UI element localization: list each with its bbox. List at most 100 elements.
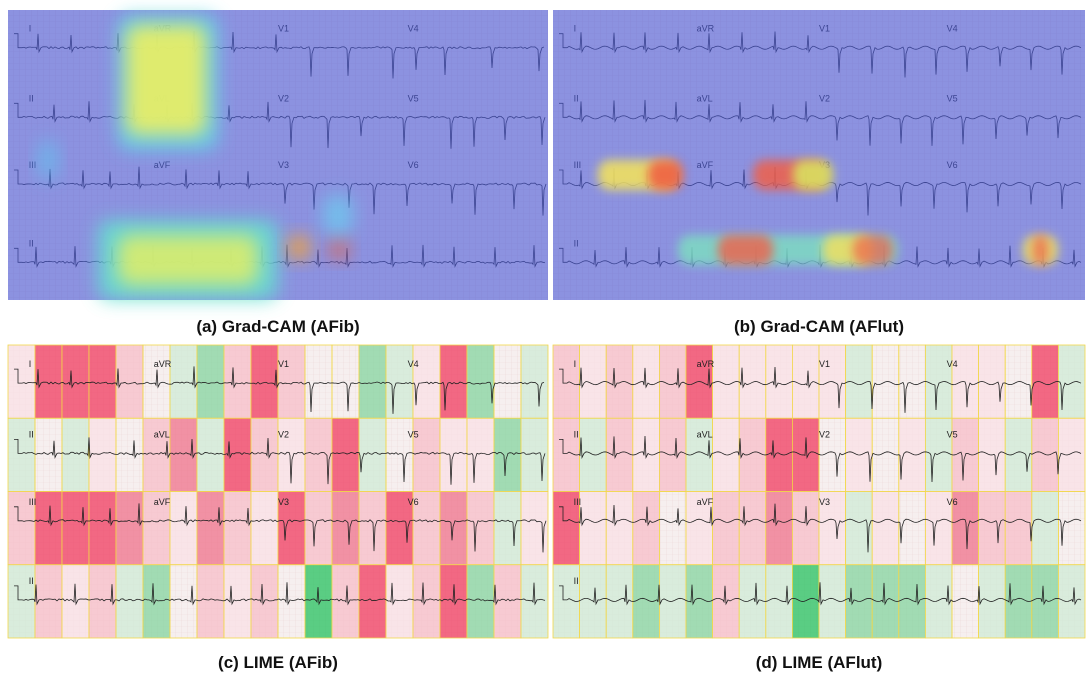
lime-cell (439, 491, 468, 566)
lime-cell (520, 344, 549, 419)
lime-cell (738, 491, 767, 566)
lime-cell (1057, 417, 1086, 492)
lime-cell (385, 417, 414, 492)
lime-cell (331, 344, 360, 419)
lime-cell (223, 344, 252, 419)
lime-cell (605, 417, 634, 492)
lime-cell (712, 491, 740, 566)
lead-label: V6 (947, 497, 958, 507)
lime-cell (466, 491, 495, 566)
lead-label: V4 (947, 359, 958, 369)
lime-cell (924, 417, 953, 492)
lime-cell (898, 344, 926, 419)
lead-label: aVR (697, 359, 715, 369)
lime-cell (738, 344, 767, 419)
lime-cell (738, 564, 767, 639)
heatmap-blob (288, 235, 310, 260)
lime-cell (466, 564, 495, 639)
lime-cell (738, 417, 767, 492)
lime-cell (115, 417, 144, 492)
lime-cell (196, 344, 225, 419)
lime-cell (223, 491, 252, 566)
lime-cell (169, 417, 198, 492)
lime-cell (818, 491, 847, 566)
lead-label: V5 (947, 429, 958, 439)
caption: (a) Grad-CAM (AFib) (196, 317, 359, 336)
lime-cell (250, 344, 279, 419)
lime-cell (1031, 344, 1059, 419)
heatmap-blob (793, 160, 833, 190)
lime-cell (277, 564, 306, 639)
lead-label: I (574, 359, 577, 369)
lime-cell (277, 344, 306, 419)
lime-cell (358, 491, 387, 566)
lime-cell (250, 417, 279, 492)
lead-label: V5 (408, 429, 419, 439)
ecg-trace (14, 503, 547, 553)
lime-cell (632, 491, 660, 566)
lead-label: II (29, 429, 34, 439)
lime-cell (1031, 417, 1059, 492)
lime-cell (412, 417, 441, 492)
lime-cell (115, 491, 144, 566)
lead-label: III (574, 497, 582, 507)
lime-cell (223, 564, 252, 639)
lead-label: II (29, 576, 34, 586)
ecg-trace (559, 503, 1082, 553)
lime-cell (169, 491, 198, 566)
ecg-trace (559, 435, 1082, 483)
lime-cell (552, 344, 581, 419)
lime-cell (552, 491, 581, 566)
lime-cell (34, 564, 63, 639)
lead-label: V1 (819, 359, 830, 369)
lime-cell (88, 344, 117, 419)
heatmap-blob (38, 140, 58, 180)
lime-cell (196, 491, 225, 566)
caption: (d) LIME (AFlut) (756, 653, 883, 672)
lime-cell (605, 564, 634, 639)
lime-cell (765, 417, 793, 492)
lime-cell (1031, 491, 1059, 566)
lime-cell (412, 564, 441, 639)
lime-cell (223, 417, 252, 492)
lime-cell (88, 417, 117, 492)
heatmap-blob (323, 195, 353, 235)
lime-cell (34, 417, 63, 492)
lime-cell (196, 417, 225, 492)
lime-cell (791, 417, 820, 492)
lime-cell (579, 344, 607, 419)
heatmap-blob (328, 238, 350, 260)
lime-cell (898, 491, 926, 566)
lime-cell (871, 564, 900, 639)
lime-cell (196, 564, 225, 639)
lime-cell (304, 491, 333, 566)
lime-cell (250, 491, 279, 566)
lead-label: III (29, 497, 37, 507)
caption: (c) LIME (AFib) (218, 653, 338, 672)
lime-cell (412, 491, 441, 566)
lime-cell (1057, 491, 1086, 566)
lime-cell (7, 344, 36, 419)
ecg-trace (559, 366, 1082, 413)
lime-cell (331, 491, 360, 566)
lime-cell (845, 491, 873, 566)
lime-cell (412, 344, 441, 419)
lime-cell (439, 417, 468, 492)
lime-cell (898, 417, 926, 492)
lime-cell (61, 417, 90, 492)
lime-cell (466, 417, 495, 492)
lime-cell (765, 344, 793, 419)
lime-cell (791, 564, 820, 639)
lead-label: V3 (278, 497, 289, 507)
lime-cell (61, 344, 90, 419)
lead-label: V2 (819, 429, 830, 439)
lime-cell (520, 417, 549, 492)
lime-cell (34, 491, 63, 566)
ecg-trace (14, 437, 546, 485)
lead-label: aVR (154, 359, 172, 369)
lime-cell (304, 344, 333, 419)
